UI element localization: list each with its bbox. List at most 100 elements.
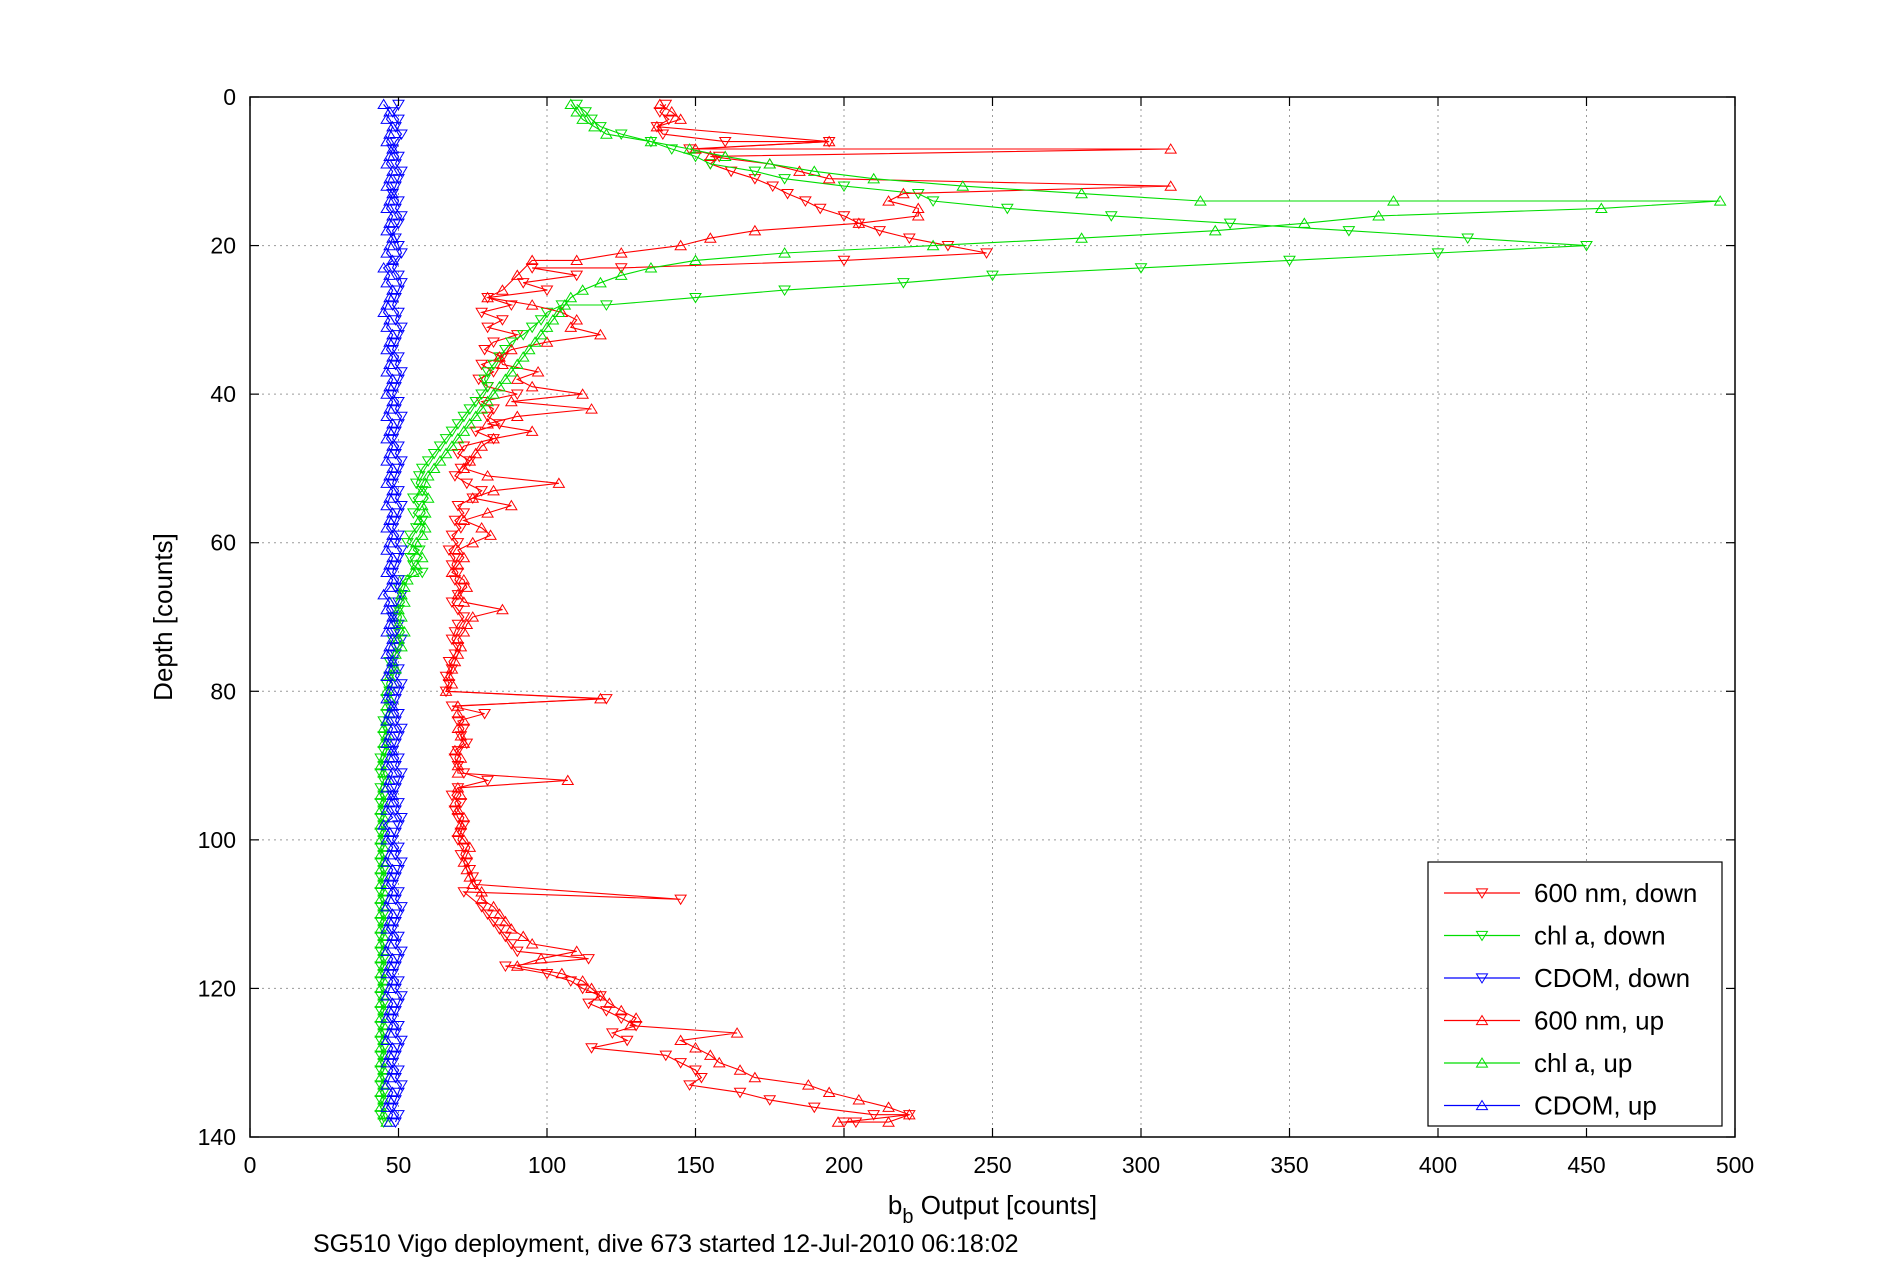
data-point <box>415 567 429 579</box>
data-point <box>1372 209 1385 221</box>
data-point <box>386 373 399 384</box>
data-point <box>873 226 887 237</box>
data-point <box>1387 195 1400 206</box>
data-point <box>1431 248 1445 259</box>
data-point <box>469 410 483 422</box>
data-point <box>392 753 405 765</box>
data-point <box>911 188 925 200</box>
data-point <box>445 663 459 674</box>
data-point <box>383 960 396 971</box>
data-point <box>395 991 408 1002</box>
data-point <box>389 760 402 772</box>
data-point <box>1075 187 1088 199</box>
data-point <box>454 752 468 763</box>
data-point <box>386 551 399 563</box>
data-point <box>377 930 391 942</box>
data-point <box>594 328 607 340</box>
data-point <box>460 618 474 630</box>
data-point <box>674 1058 688 1069</box>
data-point <box>386 611 399 622</box>
data-point <box>516 330 530 341</box>
data-point <box>674 1034 688 1046</box>
data-point <box>392 603 405 615</box>
data-point <box>525 299 539 310</box>
data-point <box>380 521 394 533</box>
data-point <box>380 276 394 288</box>
data-point <box>481 507 494 518</box>
data-point <box>576 983 590 995</box>
data-point <box>377 811 391 823</box>
data-point <box>451 767 465 778</box>
data-point <box>457 625 471 637</box>
data-point <box>793 165 806 176</box>
data-point <box>1208 224 1222 236</box>
data-point <box>481 395 494 407</box>
data-point <box>564 98 578 110</box>
data-point <box>386 462 399 474</box>
data-point <box>380 1056 394 1068</box>
data-point <box>380 856 394 867</box>
data-point <box>377 1064 391 1075</box>
data-point <box>451 700 465 711</box>
data-point <box>487 484 500 496</box>
data-point <box>448 655 462 667</box>
data-point <box>395 1035 408 1047</box>
data-point <box>383 447 396 459</box>
data-point <box>653 98 667 110</box>
data-point <box>383 982 396 994</box>
data-point <box>478 344 492 356</box>
x-axis-label-rest: Output [counts] <box>914 1190 1098 1220</box>
data-point <box>504 300 518 311</box>
data-point <box>380 180 394 191</box>
data-point <box>395 679 408 690</box>
legend-entry: chl a, down <box>1444 921 1666 951</box>
data-point <box>374 997 388 1008</box>
data-point <box>395 812 408 824</box>
data-point <box>504 337 518 349</box>
legend: 600 nm, down chl a, down CDOM, down 600 nm,… <box>1427 861 1723 1127</box>
data-point <box>398 625 411 637</box>
data-point <box>496 603 509 615</box>
legend-marker <box>1475 1057 1489 1068</box>
data-point <box>386 952 399 964</box>
data-point <box>499 961 512 973</box>
data-point <box>487 432 500 444</box>
data-point <box>374 1041 388 1053</box>
data-point <box>478 374 492 386</box>
data-point <box>383 403 396 414</box>
data-point <box>585 982 598 994</box>
data-point <box>451 538 465 549</box>
data-point <box>448 575 462 586</box>
data-point <box>386 1041 399 1053</box>
data-point <box>457 508 471 519</box>
legend-marker <box>1475 973 1489 984</box>
data-point <box>383 893 396 904</box>
data-point <box>555 967 569 979</box>
data-point <box>484 529 497 540</box>
data-point <box>406 566 420 578</box>
data-point <box>451 826 465 838</box>
data-point <box>614 1013 628 1025</box>
data-point <box>582 998 595 1010</box>
data-point <box>457 551 471 563</box>
data-point <box>395 129 408 141</box>
data-point <box>421 456 435 467</box>
data-point <box>383 1027 396 1038</box>
data-point <box>383 380 396 392</box>
y-tick-label: 20 <box>210 233 236 259</box>
data-point <box>389 716 402 727</box>
data-point <box>457 573 471 585</box>
data-point <box>380 455 394 466</box>
data-point <box>525 425 539 436</box>
data-point <box>406 493 420 505</box>
data-point <box>475 486 489 497</box>
data-point <box>576 284 590 295</box>
data-point <box>386 143 399 154</box>
data-point <box>496 358 509 370</box>
data-point <box>504 939 518 950</box>
data-point <box>748 1071 762 1083</box>
data-point <box>415 529 429 540</box>
data-point <box>445 426 459 438</box>
y-tick-label: 100 <box>198 827 236 853</box>
data-point <box>487 900 500 912</box>
